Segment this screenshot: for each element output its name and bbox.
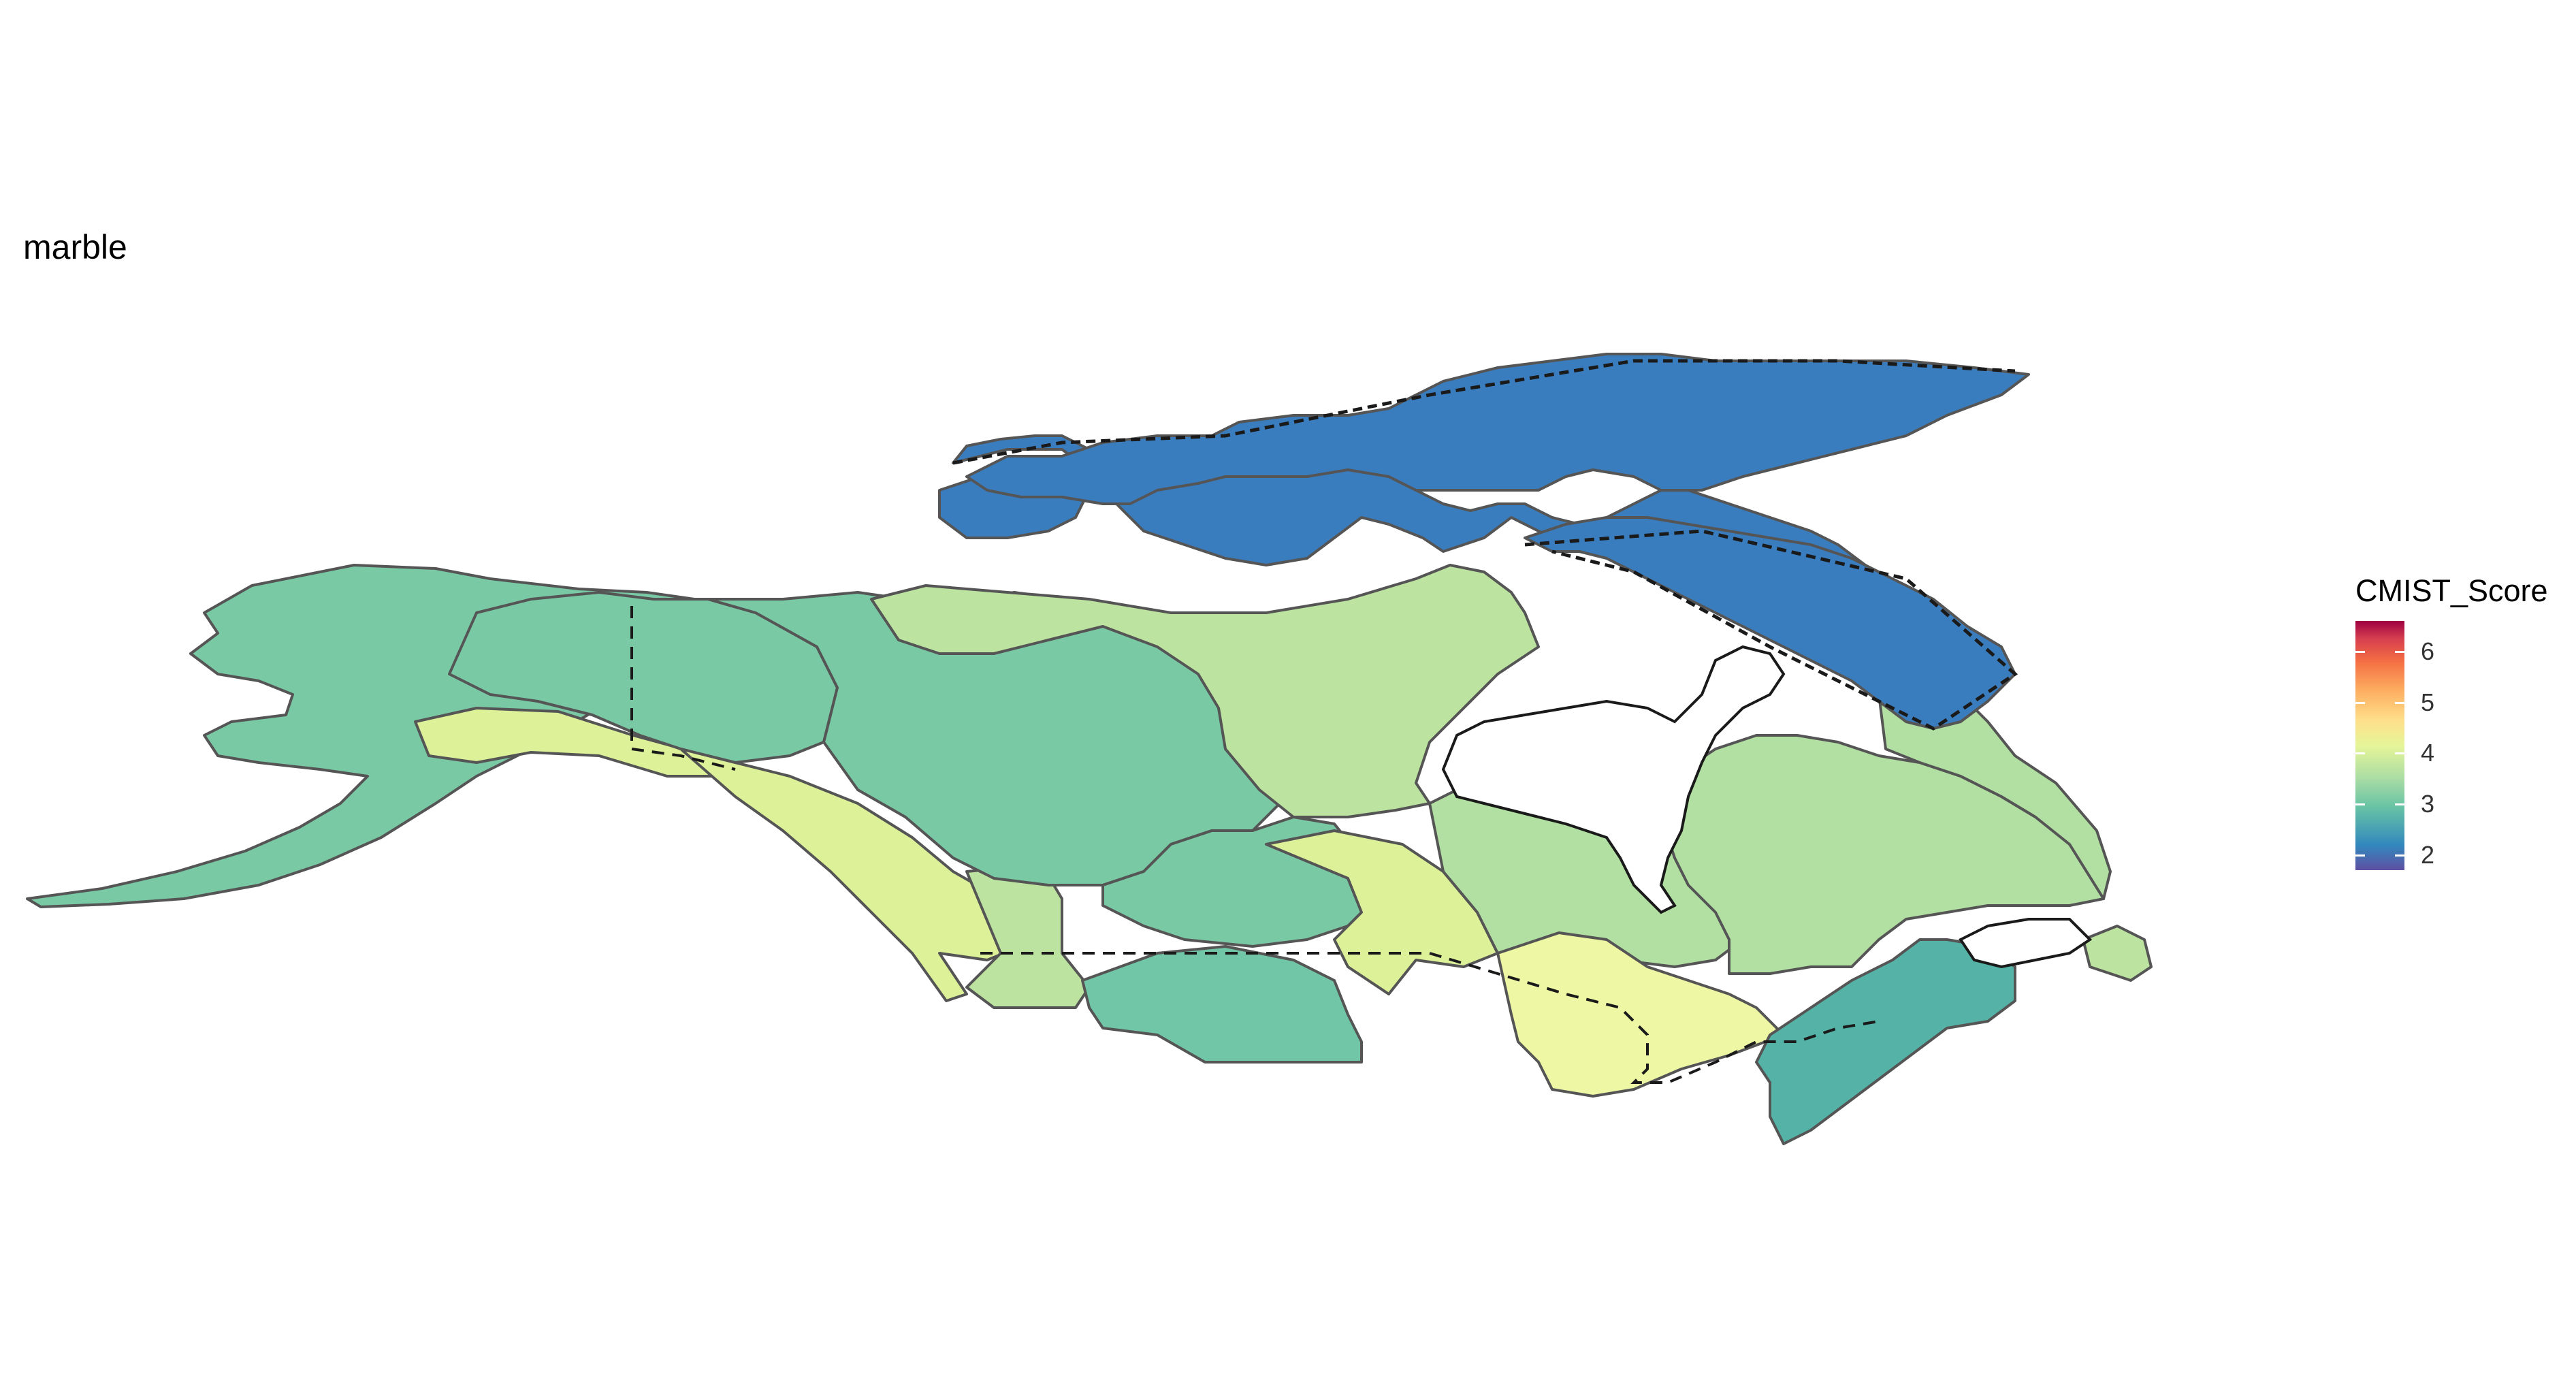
color-legend: CMIST_Score 2 3 4 5 6 — [2355, 573, 2548, 870]
region-columbia — [1081, 945, 1363, 1064]
us-canada-border — [980, 952, 1880, 1084]
gulf-st-lawrence — [1959, 918, 2093, 969]
region-maritimes — [1755, 938, 2016, 1145]
legend-tick-label: 5 — [2421, 688, 2435, 716]
region-kivalliq — [870, 564, 1540, 818]
region-arctic-islands — [965, 353, 2030, 505]
legend-title: CMIST_Score — [2355, 573, 2548, 608]
arctic-coastline — [952, 359, 2018, 731]
region-alaska-coast — [414, 707, 723, 778]
legend-colorbar — [2355, 621, 2404, 870]
region-baffin — [1524, 516, 2016, 730]
region-quebec — [1660, 734, 2105, 975]
legend-colorbar-wrapper: 2 3 4 5 6 — [2355, 621, 2492, 870]
legend-tick-label: 6 — [2421, 637, 2435, 665]
plot-title: marble — [23, 228, 127, 266]
legend-tick-label: 3 — [2421, 789, 2435, 818]
region-newfoundland — [2082, 925, 2153, 982]
region-prairies — [1265, 829, 1499, 995]
region-labrador — [1878, 679, 2112, 900]
hudson-bay — [1441, 645, 1786, 914]
region-yukon — [448, 591, 839, 764]
legend-tick-label: 2 — [2421, 840, 2435, 869]
legend-tick-label: 4 — [2421, 739, 2435, 767]
alaska-border — [630, 606, 736, 771]
region-bc-coast — [679, 748, 1023, 1002]
